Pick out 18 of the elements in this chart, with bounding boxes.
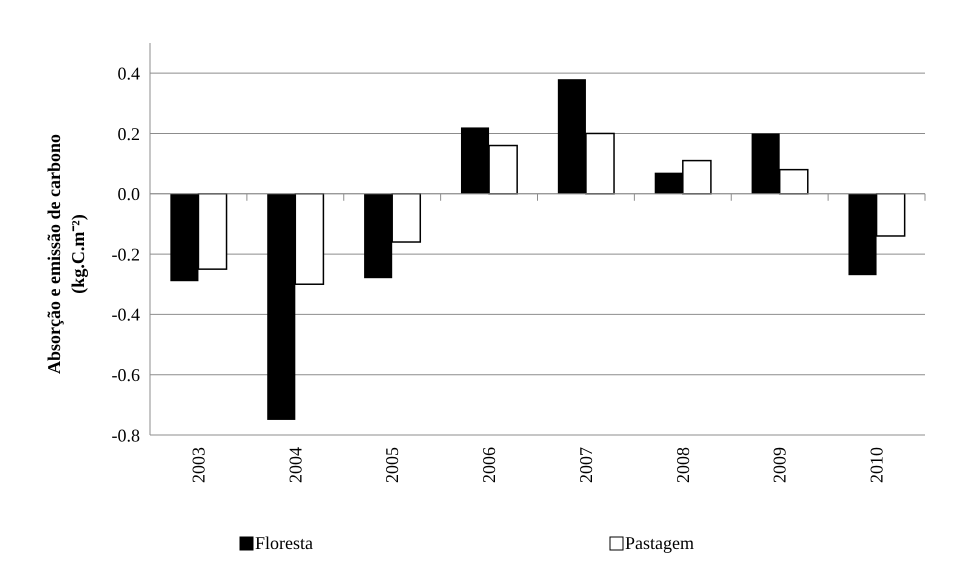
x-tick-label: 2004 [285, 447, 306, 483]
legend-label: Pastagem [625, 533, 694, 553]
x-tick-label: 2005 [382, 447, 402, 483]
y-tick-label: 0.4 [118, 63, 140, 84]
y-axis-title: Absorção e emissão de carbono (kg.C.m⁻²) [44, 134, 88, 374]
x-tick-label: 2010 [866, 447, 887, 483]
y-tick-label: 0.2 [118, 124, 140, 144]
y-tick-label: -0.8 [112, 425, 140, 446]
y-tick-label: -0.4 [112, 304, 140, 325]
y-tick-label: -0.6 [112, 364, 140, 385]
x-tick-label: 2003 [188, 447, 208, 483]
x-tick-label: 2006 [479, 447, 500, 483]
legend-label: Floresta [255, 533, 313, 553]
y-tick-label: 0.0 [118, 184, 140, 204]
x-tick-label: 2009 [770, 447, 790, 483]
y-tick-label: -0.2 [112, 244, 140, 264]
x-tick-label: 2007 [576, 447, 596, 483]
x-tick-label: 2008 [672, 447, 693, 483]
